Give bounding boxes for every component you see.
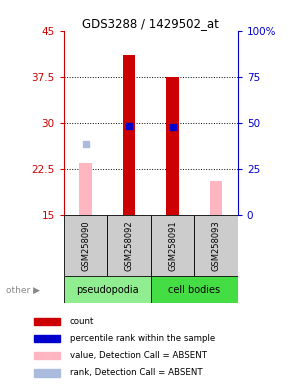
- Text: GSM258091: GSM258091: [168, 220, 177, 271]
- Text: pseudopodia: pseudopodia: [76, 285, 139, 295]
- Bar: [123, 55, 135, 215]
- Bar: [210, 181, 222, 215]
- Text: value, Detection Call = ABSENT: value, Detection Call = ABSENT: [70, 351, 207, 360]
- Text: other ▶: other ▶: [6, 285, 40, 295]
- Bar: [64, 215, 107, 276]
- Text: GSM258093: GSM258093: [211, 220, 221, 271]
- Bar: [166, 77, 179, 215]
- Text: GSM258092: GSM258092: [124, 220, 134, 271]
- Text: count: count: [70, 317, 94, 326]
- Bar: [151, 215, 194, 276]
- Bar: [79, 163, 92, 215]
- Bar: [107, 215, 151, 276]
- Text: cell bodies: cell bodies: [168, 285, 220, 295]
- Text: percentile rank within the sample: percentile rank within the sample: [70, 334, 215, 343]
- Bar: [34, 335, 60, 342]
- Bar: [151, 276, 238, 303]
- Bar: [34, 352, 60, 359]
- Text: rank, Detection Call = ABSENT: rank, Detection Call = ABSENT: [70, 368, 202, 377]
- Title: GDS3288 / 1429502_at: GDS3288 / 1429502_at: [82, 17, 219, 30]
- Bar: [34, 369, 60, 376]
- Bar: [64, 276, 151, 303]
- Bar: [34, 318, 60, 326]
- Bar: [194, 215, 238, 276]
- Text: GSM258090: GSM258090: [81, 220, 90, 271]
